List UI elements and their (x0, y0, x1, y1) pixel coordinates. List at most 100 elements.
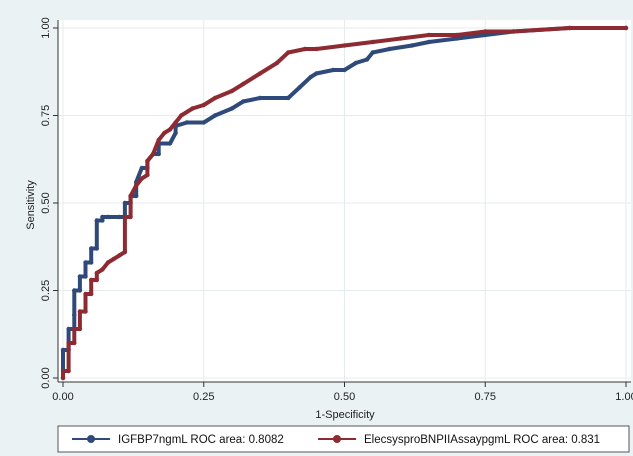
data-point (77, 274, 83, 279)
data-point (426, 39, 432, 45)
data-point (314, 46, 319, 52)
data-point (94, 246, 99, 251)
data-point (77, 326, 83, 332)
data-point (150, 151, 156, 157)
data-point (257, 95, 263, 101)
data-point (133, 193, 139, 199)
data-point (100, 267, 105, 272)
data-point (364, 57, 370, 62)
x-axis-ticks: 0.00 0.25 0.50 0.75 1.00 (52, 382, 633, 403)
data-point (145, 172, 150, 178)
data-point (167, 127, 173, 132)
data-point (370, 39, 375, 45)
x-axis-title: 1-Specificity (315, 409, 375, 421)
data-point (387, 46, 392, 52)
data-point (60, 347, 66, 353)
data-point (229, 106, 235, 111)
y-tick-label: 1.00 (40, 17, 52, 38)
data-point (145, 158, 150, 164)
data-point (60, 368, 66, 374)
data-point (190, 106, 195, 111)
data-point (342, 43, 347, 48)
data-point (483, 29, 488, 34)
data-point (201, 102, 206, 108)
x-tick-label: 0.75 (475, 391, 496, 403)
data-point (314, 71, 319, 76)
data-point (72, 326, 77, 332)
data-point (229, 88, 235, 94)
data-point (342, 67, 347, 73)
gridlines (58, 20, 631, 382)
data-point (66, 326, 71, 332)
data-point (567, 25, 572, 31)
data-point (133, 183, 139, 188)
data-point (286, 50, 291, 55)
legend: IGFBP7ngmL ROC area: 0.8082 ElecsysproBNP… (57, 425, 630, 453)
data-point (286, 95, 291, 101)
data-point (77, 309, 83, 314)
data-point (353, 60, 358, 66)
data-point (122, 200, 128, 206)
y-axis-title: Sensitivity (25, 180, 37, 230)
data-point (426, 32, 432, 38)
x-tick-label: 1.00 (615, 391, 633, 403)
data-point (72, 340, 77, 346)
data-point (105, 214, 111, 220)
data-point (105, 260, 111, 265)
data-point (162, 130, 167, 136)
legend-marker (333, 435, 341, 443)
legend-label: IGFBP7ngmL ROC area: 0.8082 (118, 434, 284, 446)
y-tick-label: 0.50 (40, 192, 52, 213)
legend-label: ElecsysproBNPIIAssaypgmL ROC area: 0.831 (364, 434, 600, 446)
data-point (88, 277, 94, 283)
y-tick-label: 0.00 (40, 367, 52, 388)
y-axis-ticks: 0.00 0.25 0.50 0.75 1.00 (40, 17, 58, 389)
data-point (88, 260, 94, 265)
data-point (409, 43, 415, 48)
data-point (66, 340, 71, 346)
data-point (308, 74, 313, 80)
data-point (117, 214, 122, 220)
data-point (623, 25, 629, 31)
y-tick-label: 0.75 (40, 105, 52, 126)
legend-item-1: IGFBP7ngmL ROC area: 0.8082 (72, 434, 284, 446)
data-point (398, 36, 403, 41)
data-point (274, 60, 280, 66)
data-point (173, 130, 178, 136)
data-point (72, 288, 77, 293)
data-point (122, 214, 128, 220)
data-point (139, 165, 145, 171)
data-point (201, 120, 206, 125)
legend-item-2: ElecsysproBNPIIAssaypgmL ROC area: 0.831 (318, 434, 600, 446)
data-point (511, 29, 516, 34)
data-point (370, 50, 375, 55)
series-layer (60, 25, 629, 381)
data-point (454, 36, 460, 41)
data-point (72, 312, 77, 318)
data-point (60, 375, 66, 381)
data-point (88, 246, 94, 251)
x-tick-label: 0.00 (52, 391, 73, 403)
data-point (179, 113, 184, 118)
series-2 (60, 25, 629, 381)
data-point (83, 260, 88, 265)
data-point (111, 256, 116, 262)
data-point (331, 67, 336, 73)
data-point (100, 214, 105, 220)
data-point (83, 274, 88, 279)
data-point (94, 218, 99, 223)
data-point (297, 85, 302, 90)
data-point (302, 46, 308, 52)
data-point (122, 249, 128, 255)
data-point (156, 137, 161, 143)
data-point (100, 218, 105, 223)
data-point (212, 113, 218, 118)
data-point (139, 176, 145, 181)
data-point (83, 309, 88, 314)
data-point (128, 214, 133, 220)
data-point (257, 71, 263, 76)
x-tick-label: 0.50 (334, 391, 355, 403)
data-point (88, 291, 94, 297)
data-point (156, 151, 161, 157)
